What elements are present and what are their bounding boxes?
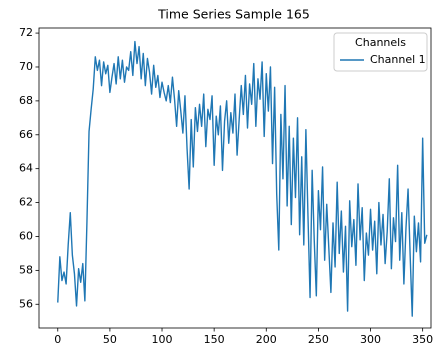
x-tick-label: 150 xyxy=(204,333,225,345)
y-tick-label: 60 xyxy=(19,229,33,242)
legend-box xyxy=(333,32,428,72)
x-tick-label: 200 xyxy=(256,333,277,345)
x-tick-label: 300 xyxy=(360,333,381,345)
x-tick-label: 100 xyxy=(152,333,173,345)
x-tick-label: 0 xyxy=(54,333,61,345)
plot-frame xyxy=(38,27,432,329)
y-tick-label: 58 xyxy=(19,263,33,276)
y-tick-label: 70 xyxy=(19,60,33,73)
y-tick-label: 62 xyxy=(19,196,33,209)
y-tick-label: 72 xyxy=(19,26,33,39)
y-tick-label: 56 xyxy=(19,297,33,310)
x-tick-label: 350 xyxy=(412,333,433,345)
line xyxy=(57,40,428,317)
x-tick-label: 50 xyxy=(103,333,117,345)
legend-label: Channel 1 xyxy=(370,53,426,66)
y-tick-label: 66 xyxy=(19,128,33,141)
x-tick-label: 250 xyxy=(308,333,329,345)
y-tick-label: 68 xyxy=(19,94,33,107)
y-tick-label: 64 xyxy=(19,162,33,175)
legend-title: Channels xyxy=(355,36,406,49)
chart-title: Time Series Sample 165 xyxy=(157,7,310,22)
